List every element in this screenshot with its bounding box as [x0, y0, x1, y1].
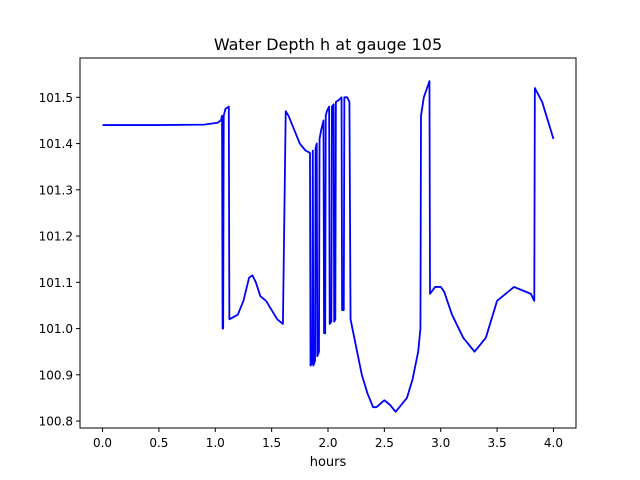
chart-title: Water Depth h at gauge 105 [214, 35, 442, 54]
series-line [102, 80, 555, 413]
y-tick-label: 100.9 [39, 368, 73, 382]
x-tick-label: 4.0 [544, 436, 563, 450]
y-tick-label: 101.0 [39, 322, 73, 336]
x-axis-label: hours [310, 455, 347, 470]
x-tick-label: 2.0 [318, 436, 337, 450]
x-tick-label: 3.5 [488, 436, 507, 450]
y-tick-label: 101.4 [39, 137, 73, 151]
x-tick-label: 2.5 [375, 436, 394, 450]
x-tick-label: 1.5 [262, 436, 281, 450]
y-tick-label: 101.3 [39, 183, 73, 197]
x-tick-label: 0.0 [93, 436, 112, 450]
y-tick-label: 101.5 [39, 91, 73, 105]
x-tick-label: 0.5 [149, 436, 168, 450]
x-tick-label: 1.0 [206, 436, 225, 450]
x-axis: 0.0 0.5 1.0 1.5 2.0 2.5 3.0 3.5 4.0 [93, 428, 563, 450]
plot-area [102, 80, 555, 413]
y-axis: 100.8 100.9 101.0 101.1 101.2 101.3 101.4 101.5 [39, 91, 80, 429]
y-tick-label: 101.2 [39, 230, 73, 244]
y-tick-label: 101.1 [39, 276, 73, 290]
x-tick-label: 3.0 [431, 436, 450, 450]
y-tick-label: 100.8 [39, 415, 73, 429]
